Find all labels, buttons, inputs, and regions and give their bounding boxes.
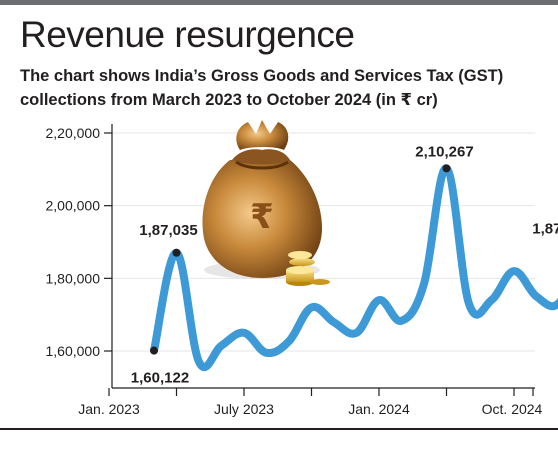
annotation-dot — [172, 248, 181, 257]
top-accent-bar — [0, 0, 558, 5]
y-tick-label: 2,00,000 — [46, 198, 101, 214]
annotation-label: 1,60,122 — [131, 370, 189, 387]
x-tick-label: Jan. 2024 — [348, 401, 410, 417]
y-tick-label: 1,60,000 — [46, 343, 101, 359]
x-tick-label: July 2023 — [214, 401, 274, 417]
y-tick-label: 1,80,000 — [46, 270, 101, 286]
annotation-dot — [150, 346, 158, 355]
data-annotations: 1,60,122 1,87,035 2,10,267 1,87,346 — [131, 143, 558, 386]
x-tick-label: Jan. 2023 — [78, 401, 140, 417]
gst-collections-line — [150, 164, 558, 372]
chart-subtitle: The chart shows India’s Gross Goods and … — [20, 67, 504, 109]
y-tick-label: 2,20,000 — [46, 125, 101, 141]
rupee-money-bag-icon: ₹ — [202, 120, 330, 286]
y-axis-ticks: 1,60,000 1,80,000 2,00,000 2,20,000 — [46, 125, 112, 359]
x-axis-ticks: Jan. 2023 July 2023 Jan. 2024 Oct. 2024 — [78, 388, 543, 417]
bottom-rule — [0, 428, 558, 430]
annotation-label: 2,10,267 — [415, 143, 473, 160]
rupee-symbol: ₹ — [250, 197, 274, 237]
chart-title: Revenue resurgence — [20, 14, 355, 55]
x-tick-label: Oct. 2024 — [482, 401, 543, 417]
annotation-label: 1,87,346 — [532, 221, 558, 238]
annotation-dot — [442, 164, 451, 173]
annotation-label: 1,87,035 — [139, 222, 197, 239]
